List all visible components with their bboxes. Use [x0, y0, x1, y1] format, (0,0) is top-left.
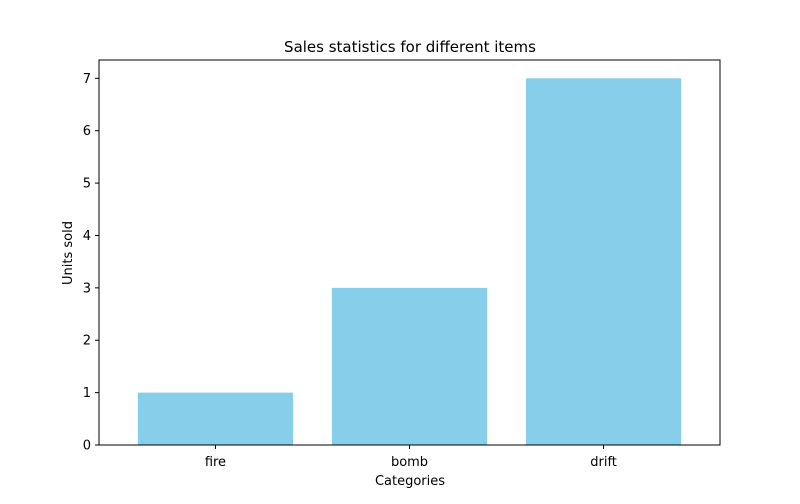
y-tick-label: 1 [83, 386, 91, 401]
x-tick-label: drift [590, 455, 617, 470]
y-tick-label: 3 [83, 281, 91, 296]
bars-layer [137, 78, 682, 445]
y-tick-label: 0 [83, 439, 91, 454]
y-tick-label: 4 [83, 229, 91, 244]
bar-drift [525, 78, 682, 445]
x-axis-label: Categories [375, 474, 445, 489]
chart-title: Sales statistics for different items [284, 38, 536, 56]
y-tick-label: 2 [83, 334, 91, 349]
x-axis: fire bomb drift [205, 445, 617, 470]
y-tick-label: 6 [83, 124, 91, 139]
y-tick-label: 5 [83, 177, 91, 192]
x-tick-label: fire [205, 455, 226, 470]
bar-fire [137, 392, 294, 445]
bar-bomb [331, 287, 488, 445]
y-tick-label: 7 [83, 72, 91, 87]
y-axis: 0 1 2 3 4 5 6 7 [83, 72, 99, 454]
y-axis-label: Units sold [61, 221, 76, 285]
x-tick-label: bomb [391, 455, 428, 470]
